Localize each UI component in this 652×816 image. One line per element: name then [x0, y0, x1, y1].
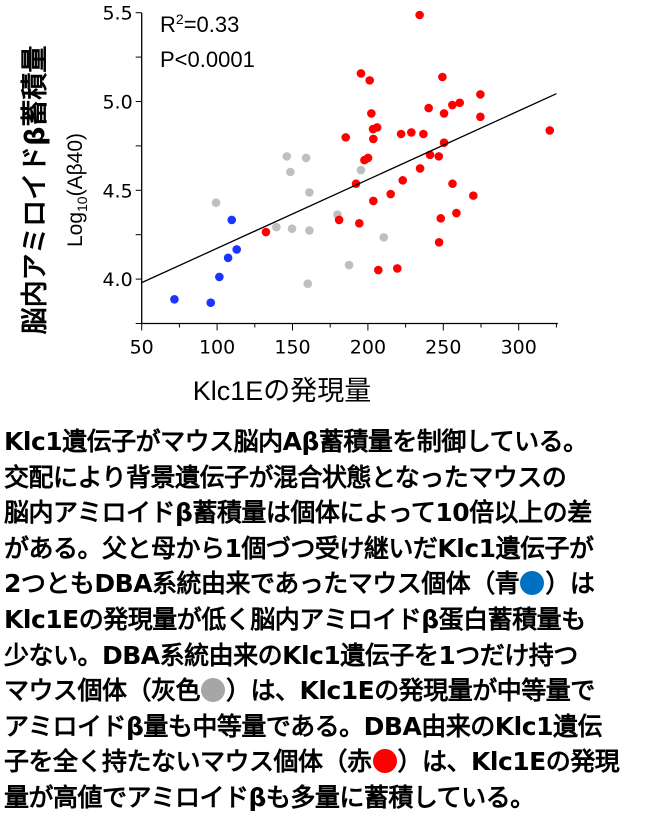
y-tick-label: 5.5 [102, 3, 132, 25]
p-annotation: P<0.0001 [160, 47, 255, 72]
x-axis-label: Klc1Eの発現量 [193, 376, 372, 406]
data-point [415, 10, 424, 20]
text-line: アミロイドβ量も中等量である。DBA由来のKlc1遺伝 [4, 711, 602, 741]
description-paragraph: Klc1遺伝子がマウス脳内Aβ蓄積量を制御している。 交配により背景遺伝子が混合… [4, 424, 652, 816]
data-point [448, 179, 457, 189]
x-tick-label: 250 [425, 337, 461, 359]
data-point [448, 100, 457, 110]
data-point [369, 134, 378, 144]
text-segment: ）は、Klc1Eの発現量が中等量で [226, 676, 595, 706]
regression-line [141, 93, 557, 284]
r2-annotation: R2=0.33 [160, 11, 239, 37]
data-point [393, 264, 402, 273]
data-point [334, 215, 344, 225]
x-tick-label: 300 [501, 337, 537, 359]
y-axis-label: 脳内アミロイドβ蓄積量 [20, 46, 51, 336]
red-dot-icon [372, 749, 397, 774]
data-point [439, 138, 449, 148]
data-point [438, 72, 447, 82]
text-segment: ）は [545, 569, 595, 599]
data-point [286, 167, 295, 177]
data-point [374, 265, 383, 275]
text-line: 子を全く持たないマウス個体（赤 ）は、Klc1Eの発現 [4, 744, 652, 780]
data-point [223, 253, 233, 263]
text-line: Klc1Eの発現量が低く脳内アミロイドβ蛋白蓄積量も [4, 604, 586, 634]
data-point [341, 133, 351, 142]
y-tick-label: 4.0 [102, 269, 132, 291]
data-point [261, 227, 271, 237]
data-point [170, 295, 179, 304]
data-point [396, 129, 406, 139]
data-point [436, 214, 446, 223]
data-point [434, 152, 444, 161]
data-point [356, 69, 366, 78]
data-point [369, 196, 378, 206]
data-point [439, 109, 449, 118]
text-line: 量が高値でアミロイドβも多量に蓄積している。 [4, 782, 535, 812]
text-line: 交配により背景遺伝子が混合状態となったマウスの [4, 462, 567, 492]
text-line: 脳内アミロイドβ蓄積量は個体によって10倍以上の差 [4, 498, 592, 528]
text-line: マウス個体（灰色 ）は、Klc1Eの発現量が中等量で [4, 673, 652, 709]
data-point [287, 224, 297, 233]
blue-dot-icon [520, 571, 545, 596]
data-point [419, 129, 428, 139]
data-point [344, 260, 354, 270]
data-point [301, 153, 311, 163]
text-line: 2つともDBA系統由来であったマウス個体（青 ）は [4, 566, 652, 602]
data-point [545, 126, 555, 135]
data-point [355, 219, 364, 228]
data-point [303, 279, 313, 289]
data-point [455, 98, 465, 108]
x-tick-label: 100 [199, 337, 235, 359]
x-tick-label: 200 [350, 337, 386, 359]
data-point [365, 76, 375, 85]
data-point [452, 208, 461, 218]
data-point [476, 112, 485, 122]
data-point [398, 176, 408, 185]
data-point [415, 164, 425, 173]
y-axis-sublabel: Log10(Aβ40) [64, 133, 90, 247]
text-segment: ）は、Klc1Eの発現 [397, 747, 620, 777]
data-point [424, 103, 433, 113]
grey-dot-icon [201, 678, 226, 703]
data-point [379, 233, 389, 242]
data-point [386, 189, 395, 199]
text-line: 少ない。DBA系統由来のKlc1遺伝子を1つだけ持つ [4, 640, 578, 670]
y-tick-label: 4.5 [102, 180, 132, 202]
text-segment: 2つともDBA系統由来であったマウス個体（青 [4, 569, 520, 599]
data-point [282, 152, 292, 161]
data-point [363, 153, 373, 163]
data-point [372, 123, 382, 132]
data-point [367, 109, 376, 118]
data-point [227, 215, 237, 225]
y-tick-label: 5.0 [102, 92, 132, 114]
text-line: Klc1遺伝子がマウス脳内Aβ蓄積量を制御している。 [4, 427, 588, 456]
data-point [215, 272, 224, 282]
data-point [272, 222, 281, 232]
data-point [232, 245, 242, 254]
data-point [305, 226, 314, 235]
x-tick-label: 50 [130, 337, 154, 359]
text-segment: マウス個体（灰色 [4, 676, 201, 706]
data-point [206, 298, 216, 308]
data-point [305, 188, 314, 197]
data-point [407, 128, 416, 137]
text-segment: 子を全く持たないマウス個体（赤 [4, 747, 372, 777]
data-point [469, 191, 478, 200]
scatter-chart: 50 100 150 200 250 300 4.0 4.5 5.0 5.5 R2=0.33 P<… [20, 3, 558, 406]
data-point [476, 90, 485, 99]
text-line: がある。父と母から1個づつ受け継いだKlc1遺伝子が [4, 533, 594, 563]
data-point [434, 238, 444, 247]
x-tick-label: 150 [274, 337, 310, 359]
data-point [356, 165, 366, 175]
data-point [211, 198, 221, 208]
